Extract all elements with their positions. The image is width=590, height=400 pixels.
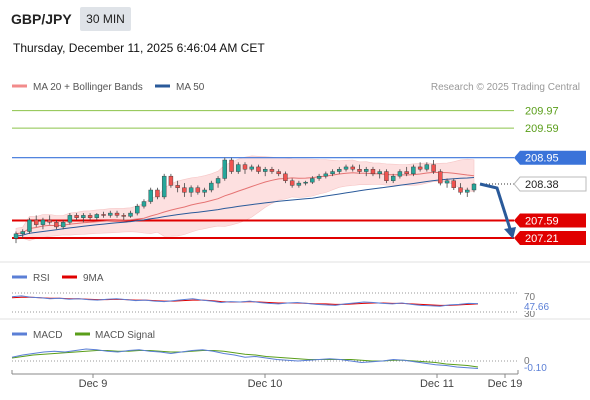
candle-body (243, 165, 247, 170)
candle-body (324, 174, 328, 176)
candle-body (277, 172, 281, 174)
price-level-label: 209.59 (525, 123, 559, 135)
candle-body (256, 167, 260, 172)
candle-body (358, 169, 362, 171)
macd-legend-label: MACD (33, 330, 62, 341)
candle-body (34, 220, 38, 225)
candle-body (270, 169, 274, 171)
candle-body (445, 181, 449, 183)
forecast-arrow-line (480, 184, 511, 232)
candle-body (331, 172, 335, 174)
macd-value-label: -0.10 (524, 363, 547, 374)
candle-body (209, 183, 213, 190)
x-tick-label: Dec 11 (420, 378, 454, 390)
x-tick-label: Dec 10 (248, 378, 283, 390)
x-axis-ticks: Dec 9 Dec 10 Dec 11 Dec 19 (79, 374, 523, 390)
candle-body (176, 185, 180, 187)
candle-body (263, 169, 267, 171)
candle-body (384, 172, 388, 181)
candle-body (378, 172, 382, 174)
candle-body (317, 176, 321, 178)
candle-body (14, 234, 18, 239)
price-level-label: 208.38 (525, 179, 559, 191)
candle-body (102, 214, 106, 215)
candle-body (135, 206, 139, 213)
candle-body (398, 172, 402, 177)
candle-body (344, 167, 348, 169)
candle-body (61, 222, 65, 227)
candle-body (236, 165, 240, 172)
candle-body (472, 184, 476, 190)
candle-body (196, 188, 200, 193)
candle-body (304, 182, 308, 183)
candle-body (81, 215, 85, 217)
price-level-label: 207.21 (525, 233, 559, 245)
price-level-label: 209.97 (525, 106, 559, 118)
candle-body (95, 214, 99, 217)
price-level-label: 208.95 (525, 153, 559, 165)
candle-body (283, 174, 287, 181)
x-tick-label: Dec 9 (79, 378, 108, 390)
macd-signal-line (12, 351, 478, 368)
candle-body (310, 178, 314, 182)
forecast-arrow (480, 184, 516, 239)
candle-body (54, 222, 58, 227)
macd-lines (12, 349, 478, 369)
candle-body (337, 169, 341, 171)
candle-body (68, 215, 72, 222)
candle-body (297, 183, 301, 185)
candle-body (459, 188, 463, 193)
candle-body (418, 167, 422, 169)
candle-body (351, 167, 355, 169)
candle-body (88, 215, 92, 217)
watermark: Research © 2025 Trading Central (431, 82, 580, 93)
candle-body (405, 172, 409, 174)
candle-body (371, 169, 375, 174)
candle-body (149, 190, 153, 202)
candle-body (411, 167, 415, 174)
candle-body (129, 213, 133, 216)
rsi-legend-label: RSI (33, 273, 50, 284)
macd-signal-legend-label: MACD Signal (95, 330, 155, 341)
candle-body (142, 202, 146, 207)
candle-body (216, 178, 220, 183)
rsi-value-label: 47.66 (524, 302, 549, 313)
candle-body (115, 213, 119, 215)
candle-body (290, 181, 294, 186)
ma50-legend-label: MA 50 (176, 82, 205, 93)
candle-body (41, 220, 45, 225)
candle-body (391, 176, 395, 181)
candle-body (425, 165, 429, 170)
candle-body (230, 160, 234, 172)
candle-body (223, 160, 227, 178)
candle-body (364, 169, 368, 171)
candle-body (108, 213, 112, 215)
price-level-label: 207.59 (525, 215, 559, 227)
candle-body (162, 176, 166, 197)
candle-body (203, 190, 207, 192)
candle-body (465, 190, 469, 192)
candle-body (189, 188, 193, 193)
candle-body (250, 167, 254, 169)
ma20-legend-label: MA 20 + Bollinger Bands (33, 82, 143, 93)
price-level-labels: 209.97 209.59 208.95 208.38 207.59 207.21 (514, 106, 586, 245)
candle-body (432, 165, 436, 172)
candle-body (75, 215, 79, 217)
candle-body (182, 188, 186, 193)
candle-body (438, 172, 442, 184)
rsi-lines (12, 296, 478, 306)
candle-body (48, 220, 52, 222)
candle-body (27, 220, 31, 232)
rsi-ma-legend-label: 9MA (83, 273, 104, 284)
candle-body (452, 181, 456, 188)
candle-body (155, 190, 159, 197)
candle-body (122, 215, 126, 216)
rsi-line (12, 296, 478, 306)
x-tick-label: Dec 19 (488, 378, 523, 390)
candle-body (21, 232, 25, 234)
candle-body (169, 176, 173, 185)
